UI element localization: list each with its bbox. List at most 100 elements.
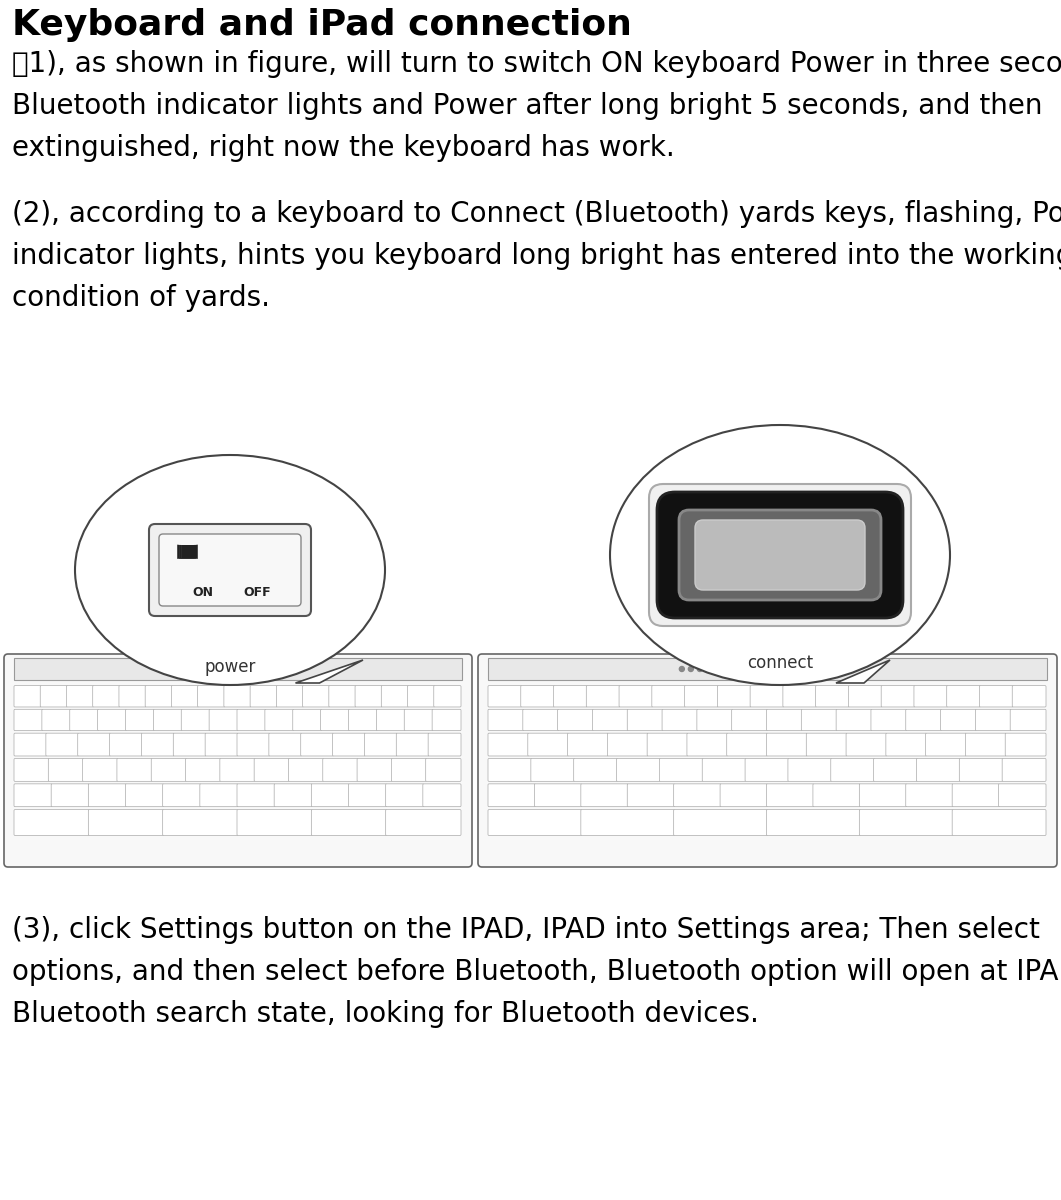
FancyBboxPatch shape — [975, 709, 1011, 731]
FancyBboxPatch shape — [952, 810, 1046, 835]
Circle shape — [193, 666, 198, 672]
FancyBboxPatch shape — [237, 733, 269, 756]
FancyBboxPatch shape — [250, 685, 277, 707]
FancyBboxPatch shape — [813, 784, 860, 806]
Text: （1), as shown in figure, will turn to switch ON keyboard Power in three seconds,: （1), as shown in figure, will turn to sw… — [12, 50, 1061, 78]
FancyBboxPatch shape — [674, 810, 767, 835]
FancyBboxPatch shape — [766, 784, 814, 806]
FancyBboxPatch shape — [1010, 709, 1046, 731]
FancyBboxPatch shape — [750, 685, 784, 707]
FancyBboxPatch shape — [14, 784, 52, 806]
FancyBboxPatch shape — [917, 758, 960, 781]
FancyBboxPatch shape — [783, 685, 817, 707]
FancyBboxPatch shape — [568, 733, 608, 756]
FancyBboxPatch shape — [488, 709, 524, 731]
FancyBboxPatch shape — [846, 733, 887, 756]
FancyBboxPatch shape — [766, 810, 860, 835]
Text: Bluetooth indicator lights and Power after long bright 5 seconds, and then: Bluetooth indicator lights and Power aft… — [12, 92, 1043, 120]
Text: extinguished, right now the keyboard has work.: extinguished, right now the keyboard has… — [12, 134, 675, 162]
FancyBboxPatch shape — [523, 709, 559, 731]
FancyBboxPatch shape — [377, 709, 405, 731]
FancyBboxPatch shape — [83, 758, 118, 781]
FancyBboxPatch shape — [209, 709, 238, 731]
FancyBboxPatch shape — [274, 784, 312, 806]
FancyBboxPatch shape — [88, 810, 163, 835]
FancyBboxPatch shape — [717, 685, 751, 707]
FancyBboxPatch shape — [979, 685, 1013, 707]
FancyBboxPatch shape — [849, 685, 882, 707]
FancyBboxPatch shape — [871, 709, 907, 731]
FancyBboxPatch shape — [209, 660, 239, 678]
FancyBboxPatch shape — [265, 709, 294, 731]
FancyBboxPatch shape — [535, 784, 581, 806]
Circle shape — [697, 666, 702, 672]
FancyBboxPatch shape — [521, 685, 555, 707]
FancyBboxPatch shape — [276, 685, 303, 707]
FancyBboxPatch shape — [98, 709, 126, 731]
FancyBboxPatch shape — [425, 758, 460, 781]
FancyBboxPatch shape — [1012, 685, 1046, 707]
FancyBboxPatch shape — [237, 784, 275, 806]
FancyBboxPatch shape — [311, 810, 386, 835]
FancyBboxPatch shape — [162, 784, 201, 806]
FancyBboxPatch shape — [149, 524, 311, 616]
FancyBboxPatch shape — [488, 685, 522, 707]
FancyBboxPatch shape — [41, 709, 71, 731]
FancyBboxPatch shape — [293, 709, 321, 731]
Circle shape — [167, 666, 172, 672]
FancyBboxPatch shape — [172, 685, 198, 707]
FancyBboxPatch shape — [186, 758, 221, 781]
FancyBboxPatch shape — [268, 733, 301, 756]
FancyBboxPatch shape — [859, 810, 953, 835]
FancyBboxPatch shape — [587, 685, 620, 707]
FancyBboxPatch shape — [886, 733, 926, 756]
FancyBboxPatch shape — [735, 660, 765, 678]
Bar — [179, 544, 195, 558]
FancyBboxPatch shape — [224, 685, 251, 707]
FancyBboxPatch shape — [806, 733, 847, 756]
FancyBboxPatch shape — [479, 654, 1057, 866]
FancyBboxPatch shape — [592, 709, 628, 731]
FancyBboxPatch shape — [488, 784, 536, 806]
FancyBboxPatch shape — [404, 709, 433, 731]
FancyBboxPatch shape — [162, 810, 238, 835]
FancyBboxPatch shape — [1005, 733, 1046, 756]
FancyBboxPatch shape — [836, 709, 872, 731]
FancyBboxPatch shape — [381, 685, 408, 707]
FancyBboxPatch shape — [432, 709, 460, 731]
FancyBboxPatch shape — [355, 685, 382, 707]
Text: Bluetooth search state, looking for Bluetooth devices.: Bluetooth search state, looking for Blue… — [12, 1000, 759, 1028]
FancyBboxPatch shape — [554, 685, 588, 707]
Text: Keyboard and iPad connection: Keyboard and iPad connection — [12, 8, 632, 42]
Ellipse shape — [75, 455, 385, 685]
FancyBboxPatch shape — [92, 685, 120, 707]
FancyBboxPatch shape — [766, 709, 802, 731]
FancyBboxPatch shape — [429, 733, 460, 756]
FancyBboxPatch shape — [882, 685, 915, 707]
Text: ON: ON — [192, 586, 213, 599]
FancyBboxPatch shape — [88, 784, 126, 806]
FancyBboxPatch shape — [423, 784, 460, 806]
FancyBboxPatch shape — [49, 758, 84, 781]
FancyBboxPatch shape — [686, 733, 728, 756]
FancyBboxPatch shape — [816, 685, 850, 707]
FancyBboxPatch shape — [14, 709, 42, 731]
FancyBboxPatch shape — [627, 709, 663, 731]
FancyBboxPatch shape — [745, 758, 789, 781]
FancyBboxPatch shape — [732, 709, 767, 731]
FancyBboxPatch shape — [320, 709, 349, 731]
FancyBboxPatch shape — [237, 709, 266, 731]
FancyBboxPatch shape — [647, 733, 688, 756]
FancyBboxPatch shape — [205, 733, 238, 756]
FancyBboxPatch shape — [67, 685, 93, 707]
FancyBboxPatch shape — [488, 733, 528, 756]
FancyBboxPatch shape — [51, 784, 89, 806]
FancyBboxPatch shape — [674, 784, 721, 806]
FancyBboxPatch shape — [914, 685, 947, 707]
FancyBboxPatch shape — [434, 685, 460, 707]
FancyBboxPatch shape — [662, 709, 698, 731]
FancyBboxPatch shape — [998, 784, 1046, 806]
FancyBboxPatch shape — [302, 685, 330, 707]
FancyBboxPatch shape — [940, 709, 976, 731]
FancyBboxPatch shape — [659, 758, 703, 781]
